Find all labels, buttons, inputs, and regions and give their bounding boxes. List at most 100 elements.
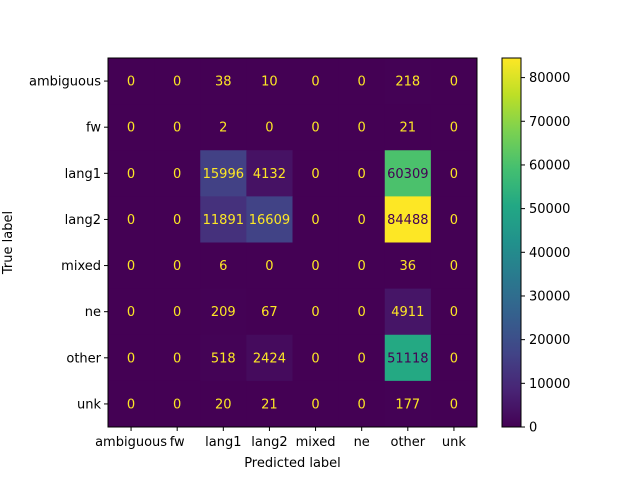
- cell-value-label: 0: [358, 213, 366, 228]
- cell-value-label: 0: [173, 121, 181, 136]
- heatmap-cell: [154, 196, 201, 243]
- cell-value-label: 4911: [391, 305, 424, 320]
- cell-value-label: 67: [261, 305, 278, 320]
- cell-value-label: 0: [173, 351, 181, 366]
- heatmap-cell: [430, 334, 478, 382]
- heatmap-cell: [292, 104, 340, 151]
- y-tick-label: mixed: [61, 259, 101, 274]
- heatmap-cell: [338, 196, 386, 243]
- cell-value-label: 0: [127, 397, 135, 412]
- cell-value-label: 0: [311, 121, 319, 136]
- heatmap-cell: [384, 104, 432, 151]
- cell-value-label: 0: [173, 397, 181, 412]
- colorbar-tick-label: 80000: [529, 71, 570, 86]
- heatmap-cell: [154, 58, 201, 105]
- cell-value-label: 0: [450, 397, 458, 412]
- cell-value-label: 0: [450, 75, 458, 90]
- cell-value-label: 0: [358, 167, 366, 182]
- cell-value-label: 0: [127, 167, 135, 182]
- x-axis-title: Predicted label: [244, 456, 341, 471]
- cell-value-label: 0: [127, 351, 135, 366]
- heatmap-cell: [200, 242, 247, 290]
- cell-value-label: 0: [358, 397, 366, 412]
- cell-value-label: 0: [450, 121, 458, 136]
- heatmap-cell: [108, 150, 155, 197]
- heatmap-cell: [384, 380, 432, 428]
- heatmap-cell: [338, 58, 386, 105]
- cell-value-label: 0: [450, 305, 458, 320]
- cell-value-label: 518: [211, 351, 236, 366]
- cell-value-labels: 0 0 38 10 0 0 218 00 0 2 0 0 0 21 00 0 15996 4132 0 0 60309 0…: [127, 75, 458, 413]
- cell-value-label: 51118: [387, 351, 428, 366]
- heatmap-cell: [154, 380, 201, 428]
- heatmap-cell: [200, 334, 247, 382]
- cell-value-label: 0: [127, 305, 135, 320]
- cell-value-label: 0: [173, 75, 181, 90]
- heatmap-cell: [430, 380, 478, 428]
- heatmap-cell: [154, 334, 201, 382]
- colorbar-tick-label: 70000: [529, 115, 570, 130]
- heatmap-cell: [384, 58, 432, 105]
- heatmap-cell: [154, 150, 201, 197]
- heatmap-cell: [154, 288, 201, 336]
- x-tick-label: lang1: [205, 435, 241, 450]
- heatmap-cell: [108, 288, 155, 336]
- heatmap-cell: [292, 334, 340, 382]
- heatmap-cell: [292, 380, 340, 428]
- heatmap-cell: [430, 196, 478, 243]
- cell-value-label: 60309: [387, 167, 428, 182]
- heatmap-cell: [108, 58, 155, 105]
- heatmap-cell: [384, 150, 432, 197]
- x-tick-label: ambiguous: [95, 435, 167, 450]
- heatmap-cell: [384, 242, 432, 290]
- heatmap-cell: [108, 334, 155, 382]
- heatmap-cell: [338, 104, 386, 151]
- cell-value-label: 11891: [203, 213, 244, 228]
- x-axis-ticks: ambiguous fw lang1 lang2 mixed ne other unk: [95, 427, 466, 450]
- heatmap-cell: [108, 196, 155, 243]
- x-tick-label: ne: [354, 435, 370, 450]
- cell-value-label: 15996: [203, 167, 244, 182]
- x-tick-label: other: [390, 435, 425, 450]
- colorbar-tick-label: 40000: [529, 246, 570, 261]
- colorbar-tick-label: 60000: [529, 158, 570, 173]
- cell-value-label: 0: [265, 259, 273, 274]
- cell-value-label: 0: [127, 213, 135, 228]
- heatmap-cell: [384, 334, 432, 382]
- heatmap-cell: [246, 196, 293, 243]
- colorbar-tick-label: 10000: [529, 377, 570, 392]
- cell-value-label: 177: [395, 397, 420, 412]
- heatmap-cell: [200, 58, 247, 105]
- cell-value-label: 84488: [387, 213, 428, 228]
- plot-frame: [107, 57, 478, 428]
- cell-value-label: 21: [261, 397, 278, 412]
- heatmap-cell: [338, 334, 386, 382]
- heatmap-cell: [246, 242, 293, 290]
- cell-value-label: 0: [311, 213, 319, 228]
- cell-value-label: 0: [127, 121, 135, 136]
- heatmap-cell: [200, 288, 247, 336]
- cell-value-label: 0: [173, 167, 181, 182]
- cell-value-label: 0: [358, 351, 366, 366]
- cell-value-label: 0: [358, 259, 366, 274]
- cell-value-label: 0: [265, 121, 273, 136]
- heatmap-cell: [108, 242, 155, 290]
- y-tick-label: unk: [77, 397, 101, 412]
- colorbar-tick-label: 30000: [529, 289, 570, 304]
- heatmap-cell: [292, 288, 340, 336]
- heatmap-cell: [430, 104, 478, 151]
- cell-value-label: 20: [215, 397, 232, 412]
- cell-value-label: 0: [173, 213, 181, 228]
- heatmap-cell: [338, 288, 386, 336]
- x-tick-label: unk: [442, 435, 466, 450]
- heatmap-cell: [338, 380, 386, 428]
- cell-value-label: 209: [211, 305, 236, 320]
- heatmap-cell: [430, 288, 478, 336]
- colorbar-ticks: 0 10000 20000 30000 40000 50000 60000 70000 8000…: [521, 71, 570, 436]
- x-tick-label: lang2: [251, 435, 287, 450]
- heatmap-cells: [108, 58, 478, 428]
- heatmap-cell: [200, 380, 247, 428]
- y-axis-ticks: ambiguous fw lang1 lang2 mixed ne other unk: [29, 75, 108, 412]
- cell-value-label: 0: [358, 305, 366, 320]
